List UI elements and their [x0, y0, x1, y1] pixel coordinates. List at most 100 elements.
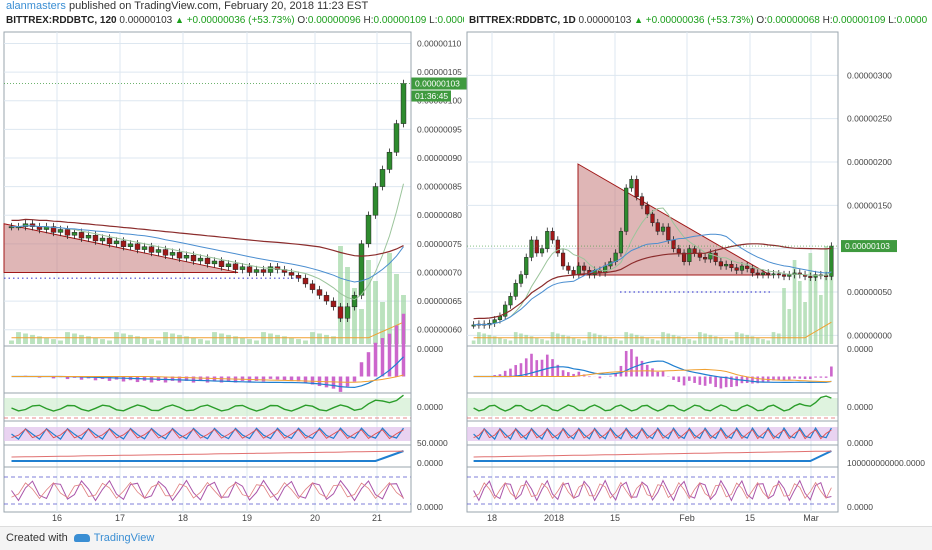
- right-volume-bar: [650, 339, 655, 344]
- left-candle: [127, 243, 134, 247]
- right-ma-short: [473, 207, 832, 326]
- right-candle: [545, 231, 550, 249]
- left-candle: [232, 263, 239, 270]
- left-volume-bar: [135, 336, 140, 344]
- left-candle: [288, 272, 295, 276]
- right-symbol-title: BITTREX:RDDBTC, 1D: [469, 15, 576, 26]
- right-volume-bar: [703, 333, 707, 344]
- right-candle: [634, 179, 639, 197]
- left-ma-orange: [11, 321, 404, 339]
- left-x-tick-label: 18: [178, 513, 188, 523]
- tradingview-link[interactable]: TradingView: [93, 532, 155, 544]
- right-volume-bar: [819, 295, 823, 344]
- right-y-tick-label: 0.00000150: [847, 200, 892, 210]
- left-candle: [106, 237, 113, 245]
- left-candle: [372, 186, 379, 216]
- tradingview-logo-icon: [73, 534, 90, 543]
- left-candle: [295, 275, 302, 279]
- charts-canvas[interactable]: 0.000001100.000001050.000001000.00000095…: [0, 0, 932, 526]
- right-x-tick-label: 2018: [544, 513, 564, 523]
- right-volume-bar: [629, 333, 634, 344]
- left-volume-bar: [58, 340, 63, 344]
- left-x-tick-label: 21: [372, 513, 382, 523]
- left-candle: [211, 260, 218, 265]
- publish-info: published on TradingView.com, February 2…: [65, 0, 369, 12]
- left-candle: [393, 123, 400, 153]
- right-candle: [566, 265, 571, 271]
- right-volume-bar: [503, 339, 508, 344]
- left-volume-bar: [247, 339, 252, 344]
- left-candle: [309, 283, 316, 290]
- left-candle: [274, 266, 281, 270]
- left-volume-bar: [23, 333, 28, 344]
- left-x-tick-label: 20: [310, 513, 320, 523]
- right-volume-bar: [571, 337, 576, 344]
- left-volume-bar: [170, 333, 175, 344]
- right-candle: [624, 187, 629, 232]
- left-y-tick-label: 0.00000080: [417, 210, 462, 220]
- right-candle: [576, 265, 581, 275]
- right-volume-bar: [555, 333, 560, 344]
- right-candle: [734, 267, 739, 271]
- right-volume-bar: [655, 340, 660, 344]
- right-volume-bar: [729, 340, 734, 344]
- left-candle: [120, 240, 127, 247]
- left-candle: [92, 234, 99, 242]
- left-candle: [204, 257, 211, 265]
- left-indicator-tick-label: 0.0000: [417, 502, 443, 512]
- right-osc-signal: [473, 481, 832, 500]
- footer: Created with TradingView: [0, 526, 932, 550]
- right-volume-bar: [740, 333, 744, 344]
- right-volume-bar: [619, 340, 623, 344]
- right-volume-bar: [792, 260, 797, 344]
- right-candle: [534, 239, 539, 254]
- right-indicator-tick-label: 0.0000: [847, 344, 873, 354]
- right-volume-bar: [534, 337, 539, 344]
- right-candle: [508, 296, 513, 306]
- left-x-tick-label: 17: [115, 513, 125, 523]
- left-y-tick-label: 0.00000090: [417, 153, 462, 163]
- right-volume-bar: [561, 334, 565, 344]
- left-x-tick-label: 16: [52, 513, 62, 523]
- author-link[interactable]: alanmasters: [6, 0, 66, 12]
- right-candle: [729, 264, 734, 268]
- right-volume-bar: [640, 336, 644, 344]
- left-volume-bar: [205, 340, 210, 344]
- left-indicator-tick-label: 50.0000: [417, 438, 448, 448]
- right-y-tick-label: 0.00000050: [847, 287, 892, 297]
- right-volume-bar: [755, 337, 760, 344]
- left-volume-bar: [191, 337, 196, 344]
- right-candle: [618, 231, 624, 254]
- right-volume-bar: [471, 340, 476, 344]
- right-candle: [676, 248, 681, 254]
- left-y-tick-label: 0.00000085: [417, 182, 462, 192]
- left-candle: [50, 226, 57, 233]
- left-candle: [29, 223, 36, 227]
- right-candle: [671, 239, 676, 249]
- left-countdown-label: 01:36:45: [415, 91, 448, 101]
- left-volume-bar: [240, 337, 245, 344]
- left-last-price: 0.00000103: [119, 15, 173, 26]
- right-y-tick-label: 0.00000000: [847, 330, 892, 340]
- right-volume-bar: [676, 336, 681, 344]
- left-volume-bar: [51, 339, 56, 344]
- left-open: 0.00000096: [307, 15, 361, 26]
- left-volume-bar: [79, 334, 84, 344]
- right-volume-bar: [666, 333, 671, 344]
- right-candle: [750, 268, 755, 274]
- right-x-tick-label: 15: [610, 513, 620, 523]
- right-candle: [555, 239, 560, 254]
- left-volume-bar: [317, 333, 322, 344]
- left-candle: [316, 289, 323, 296]
- left-volume-bar: [303, 340, 308, 344]
- right-volume-bar: [566, 336, 571, 344]
- left-volume-bar: [254, 340, 259, 344]
- left-candle: [57, 229, 64, 233]
- left-volume-bar: [380, 302, 385, 344]
- right-candle: [560, 252, 566, 267]
- right-candle: [703, 257, 708, 260]
- right-volume-bar: [645, 337, 650, 344]
- descending-triangle-pattern: [577, 163, 772, 276]
- right-volume-bar: [776, 333, 781, 344]
- left-volume-bar: [100, 339, 105, 344]
